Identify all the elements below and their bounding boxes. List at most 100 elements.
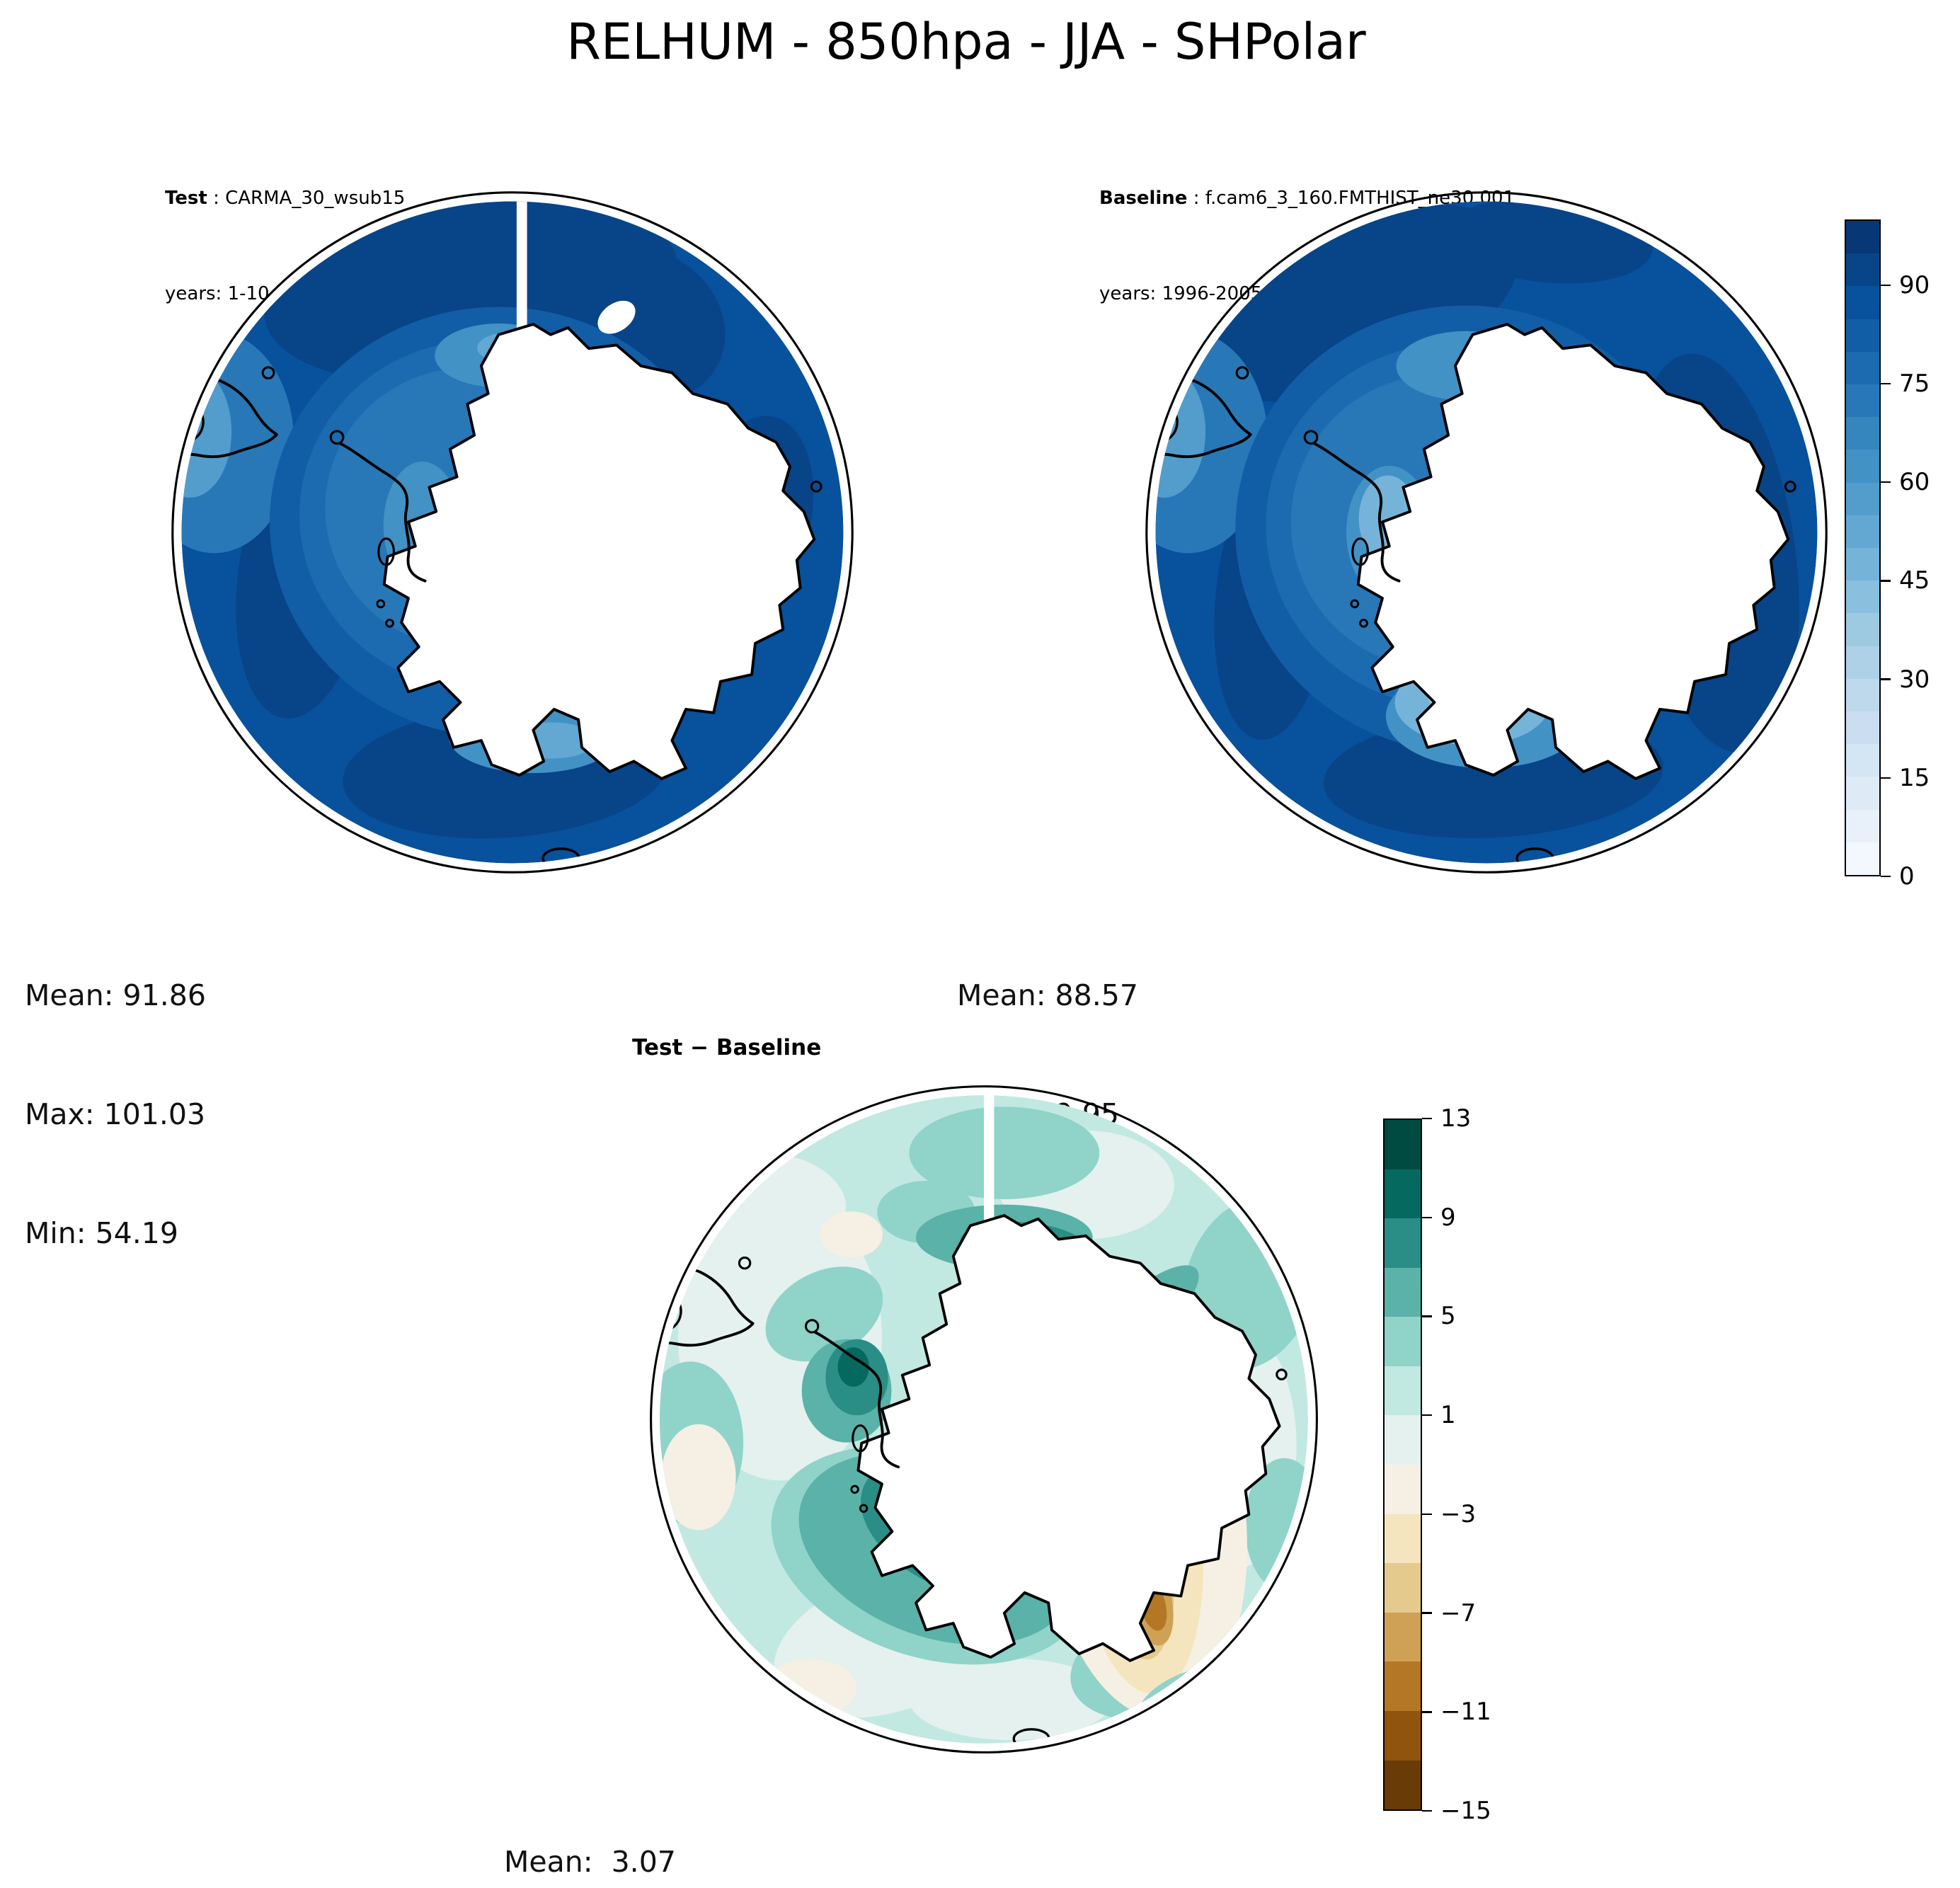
peninsula-tip-island bbox=[1303, 430, 1319, 445]
alexander-island bbox=[852, 1424, 869, 1453]
main-colorbar: 90 75 60 45 30 15 0 bbox=[1845, 219, 1930, 891]
south-america-coastline bbox=[181, 377, 278, 465]
contour-blob bbox=[820, 1211, 883, 1258]
colorbar-tick bbox=[1422, 1711, 1432, 1713]
colorbar-tick bbox=[1881, 382, 1891, 385]
colorbar-band bbox=[1846, 319, 1879, 352]
colorbar-band bbox=[1385, 1218, 1421, 1268]
colorbar-band bbox=[1385, 1415, 1421, 1465]
antarctica-mask bbox=[856, 1214, 1281, 1662]
colorbar-tick-label: 1 bbox=[1440, 1401, 1456, 1430]
colorbar-tick bbox=[1881, 678, 1891, 680]
colorbar-band bbox=[1385, 1760, 1421, 1810]
colorbar-band bbox=[1846, 253, 1879, 287]
colorbar-tick-label: −7 bbox=[1440, 1598, 1477, 1627]
test-label: Test bbox=[165, 188, 207, 209]
colorbar-tick-label: 5 bbox=[1440, 1302, 1456, 1331]
alexander-island bbox=[1351, 537, 1369, 566]
colorbar-tick bbox=[1422, 1809, 1432, 1812]
colorbar-band bbox=[1385, 1710, 1421, 1761]
meridian-gap bbox=[516, 201, 527, 331]
colorbar-band bbox=[1385, 1465, 1421, 1514]
colorbar-tick-label: 45 bbox=[1899, 566, 1930, 595]
islet bbox=[850, 1484, 859, 1494]
colorbar-band bbox=[1385, 1612, 1421, 1662]
islet bbox=[859, 1504, 869, 1513]
colorbar-tick bbox=[1422, 1117, 1432, 1120]
test-map bbox=[166, 185, 859, 882]
contour-blob bbox=[909, 1106, 1100, 1199]
antarctic-peninsula-coastline bbox=[814, 1331, 900, 1469]
diff-svg bbox=[650, 1085, 1318, 1753]
falkland-island bbox=[738, 1256, 752, 1270]
colorbar-band bbox=[1385, 1563, 1421, 1613]
islet bbox=[1350, 599, 1360, 609]
baseline-map bbox=[1140, 185, 1833, 882]
colorbar-tick-label: −3 bbox=[1440, 1499, 1477, 1528]
islet bbox=[376, 599, 386, 609]
test-max: Max: 101.03 bbox=[25, 1097, 206, 1131]
diff-panel-title: Test − Baseline bbox=[632, 1035, 822, 1060]
colorbar-tick-label: 60 bbox=[1899, 468, 1930, 497]
islet bbox=[1359, 619, 1368, 628]
colorbar-band bbox=[1846, 613, 1879, 646]
colorbar-band bbox=[1846, 809, 1879, 842]
missing-data-hole bbox=[597, 300, 636, 334]
colorbar-tick bbox=[1422, 1612, 1432, 1614]
colorbar-band bbox=[1846, 417, 1879, 450]
colorbar-tick bbox=[1422, 1315, 1432, 1317]
colorbar-band bbox=[1385, 1514, 1421, 1564]
test-min: Min: 54.19 bbox=[25, 1216, 178, 1250]
colorbar-band bbox=[1846, 744, 1879, 777]
colorbar-tick bbox=[1422, 1414, 1432, 1417]
colorbar-band bbox=[1846, 548, 1879, 581]
colorbar-tick-label: 90 bbox=[1899, 270, 1930, 299]
test-svg bbox=[171, 191, 854, 874]
colorbar-band bbox=[1385, 1317, 1421, 1366]
colorbar-tick-label: 15 bbox=[1899, 763, 1930, 792]
antarctica-mask bbox=[1356, 323, 1790, 780]
south-america-coastline bbox=[660, 1266, 755, 1354]
contour-blob bbox=[765, 1266, 883, 1362]
colorbar-gradient bbox=[1845, 219, 1881, 876]
colorbar-band bbox=[1846, 351, 1879, 385]
colorbar-band bbox=[1846, 286, 1879, 319]
contour-blob bbox=[764, 1659, 857, 1717]
map-boundary bbox=[1145, 191, 1828, 874]
colorbar-tick-label: 0 bbox=[1899, 862, 1915, 891]
colorbar-band bbox=[1846, 384, 1879, 418]
colorbar-tick bbox=[1881, 777, 1891, 779]
colorbar-tick bbox=[1422, 1216, 1432, 1218]
colorbar-band bbox=[1846, 711, 1879, 745]
test-mean: Mean: 91.86 bbox=[25, 978, 206, 1012]
colorbar-band bbox=[1846, 221, 1879, 254]
colorbar-tick-label: 9 bbox=[1440, 1203, 1456, 1232]
colorbar-tick bbox=[1881, 875, 1891, 878]
colorbar-tick bbox=[1422, 1513, 1432, 1516]
antarctic-peninsula-coastline bbox=[1313, 442, 1401, 583]
baseline-case-line: Baseline : f.cam6_3_160.FMTHIST_ne30.001 bbox=[1099, 183, 1515, 214]
colorbar-tick bbox=[1881, 481, 1891, 484]
colorbar-tick bbox=[1881, 580, 1891, 582]
colorbar-band bbox=[1846, 842, 1879, 876]
colorbar-band bbox=[1846, 482, 1879, 515]
colorbar-gradient bbox=[1383, 1119, 1422, 1811]
antarctic-peninsula-coastline bbox=[339, 442, 427, 583]
test-panel-header: Test : CARMA_30_wsub15 years: 1-10 bbox=[165, 119, 405, 374]
map-boundary bbox=[650, 1085, 1318, 1753]
colorbar-tick-label: −15 bbox=[1440, 1797, 1491, 1825]
map-boundary bbox=[171, 191, 854, 874]
peninsula-tip-island bbox=[329, 430, 345, 445]
colorbar-band bbox=[1385, 1267, 1421, 1317]
colorbar-band bbox=[1385, 1120, 1421, 1169]
colorbar-band bbox=[1846, 777, 1879, 810]
baseline-mean: Mean: 88.57 bbox=[957, 978, 1138, 1012]
colorbar-tick-label: 30 bbox=[1899, 665, 1930, 694]
falkland-island bbox=[1235, 366, 1249, 380]
antarctica-mask bbox=[382, 323, 816, 780]
colorbar-tick-label: 75 bbox=[1899, 370, 1930, 398]
peninsula-tip-island bbox=[804, 1319, 820, 1334]
small-island bbox=[810, 480, 823, 493]
test-stats: Mean: 91.86 Max: 101.03 Min: 54.19 bbox=[25, 896, 206, 1332]
colorbar-band bbox=[1846, 646, 1879, 679]
